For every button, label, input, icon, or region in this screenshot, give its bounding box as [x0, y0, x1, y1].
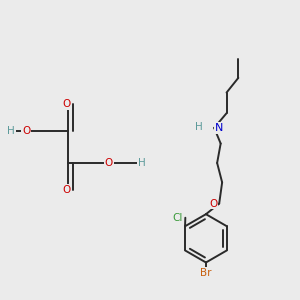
Text: H: H	[195, 122, 203, 132]
Text: O: O	[105, 158, 113, 168]
Text: O: O	[62, 99, 70, 110]
Text: H: H	[138, 158, 146, 168]
Text: N: N	[214, 123, 223, 133]
Text: O: O	[22, 126, 31, 136]
Text: H: H	[7, 126, 15, 136]
Text: Cl: Cl	[173, 213, 183, 223]
Text: O: O	[209, 199, 218, 208]
Text: O: O	[62, 185, 70, 195]
Text: Br: Br	[200, 268, 212, 278]
